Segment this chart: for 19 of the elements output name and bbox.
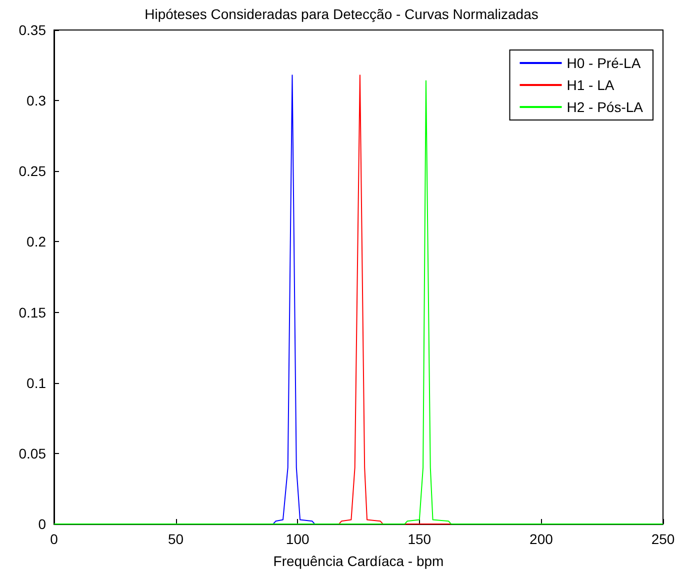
x-tick-label: 250 [651,531,675,547]
x-tick-label: 0 [50,531,58,547]
x-tick-label: 100 [286,531,310,547]
x-tick-label: 50 [168,531,184,547]
x-tick-label: 200 [530,531,554,547]
legend-label: H2 - Pós-LA [566,99,644,115]
y-tick-label: 0.1 [26,374,46,391]
y-tick-label: 0.3 [26,92,46,109]
y-tick-label: 0.05 [18,445,46,462]
y-tick-label: 0.15 [18,304,46,320]
y-tick-label: 0.25 [18,163,46,180]
chart-title: Hipóteses Consideradas para Detecção - Curvas Normalizadas [144,6,538,22]
x-tick-label: 150 [408,531,432,547]
x-axis-title: Frequência Cardíaca - bpm [273,553,444,569]
y-tick-label: 0.2 [26,234,46,250]
legend-label: H0 - Pré-LA [566,55,642,71]
y-tick-label: 0 [38,516,46,532]
y-tick-label: 0.35 [18,22,46,38]
legend-label: H1 - LA [566,77,615,93]
